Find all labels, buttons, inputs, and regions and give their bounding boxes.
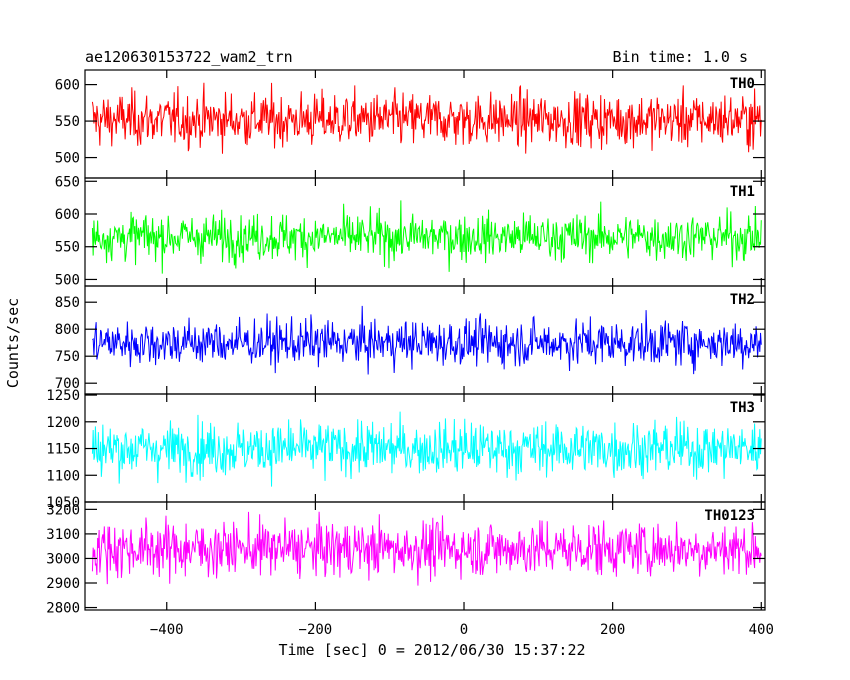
y-tick-label: 750: [55, 349, 80, 365]
x-tick-label: 400: [749, 622, 774, 638]
x-tick-label: −200: [299, 622, 333, 638]
y-tick-label: 2800: [46, 601, 80, 617]
bin-time-label: Bin time: 1.0 s: [613, 48, 748, 66]
y-tick-label: 500: [55, 151, 80, 167]
y-tick-label: 600: [55, 207, 80, 223]
y-tick-label: 1150: [46, 442, 80, 458]
y-tick-label: 3200: [46, 502, 80, 518]
panel-label-th3: TH3: [730, 400, 755, 416]
chart-title: ae120630153722_wam2_trn: [85, 48, 293, 66]
y-tick-label: 3000: [46, 551, 80, 567]
y-tick-label: 800: [55, 322, 80, 338]
y-tick-label: 850: [55, 295, 80, 311]
y-tick-label: 1100: [46, 468, 80, 484]
y-tick-label: 1200: [46, 415, 80, 431]
series-line-th0123: [91, 511, 762, 586]
series-line-th2: [92, 305, 762, 375]
x-axis-label: Time [sec] 0 = 2012/06/30 15:37:22: [278, 641, 585, 659]
panel-label-th0: TH0: [730, 76, 755, 92]
panels-group: 500 550 600 TH0 500 550 600 650 TH1 700 750 800 850 T…: [46, 69, 774, 638]
panel-label-th1: TH1: [730, 184, 755, 200]
y-axis-label: Counts/sec: [4, 298, 22, 388]
x-tick-label: 0: [460, 622, 468, 638]
series-line-th0: [91, 82, 762, 154]
panel-frame-th0123: [84, 501, 766, 611]
series-line-th1: [91, 200, 762, 274]
y-tick-label: 700: [55, 376, 80, 392]
x-tick-label: 200: [600, 622, 625, 638]
y-tick-label: 1250: [46, 388, 80, 404]
y-tick-label: 2900: [46, 576, 80, 592]
y-tick-label: 500: [55, 272, 80, 288]
series-line-th3: [91, 411, 762, 487]
panel-label-th0123: TH0123: [704, 508, 755, 524]
y-tick-label: 1050: [46, 495, 80, 511]
y-tick-label: 550: [55, 240, 80, 256]
y-tick-label: 550: [55, 114, 80, 130]
y-tick-label: 650: [55, 174, 80, 190]
panel-label-th2: TH2: [730, 292, 755, 308]
y-tick-label: 3100: [46, 527, 80, 543]
y-tick-label: 600: [55, 78, 80, 94]
x-tick-label: −400: [150, 622, 184, 638]
